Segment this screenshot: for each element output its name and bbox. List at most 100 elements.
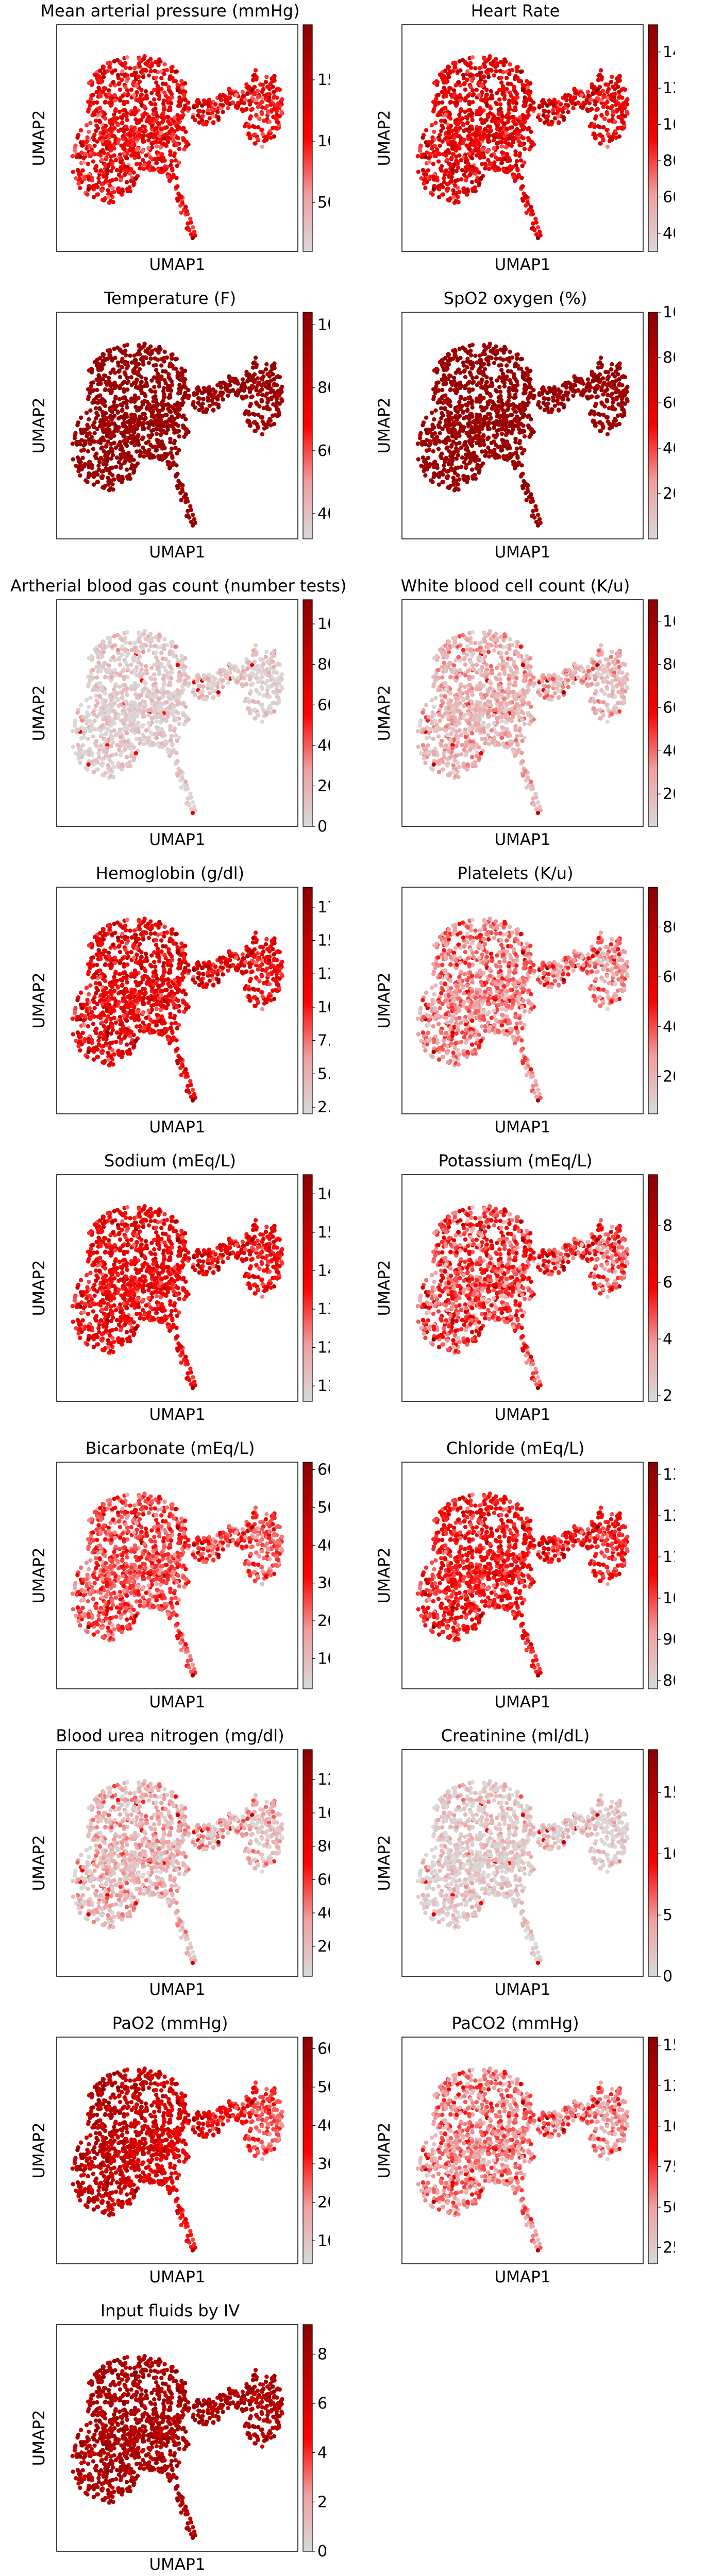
scatter-point (116, 425, 121, 430)
scatter-point (250, 107, 255, 111)
scatter-point (250, 124, 256, 129)
scatter-point (466, 137, 471, 141)
scatter-point (431, 397, 436, 401)
scatter-point (528, 205, 533, 209)
scatter-point (521, 423, 526, 428)
scatter-point (619, 375, 624, 380)
scatter-point (513, 440, 518, 445)
scatter-point (109, 100, 114, 105)
scatter-point (474, 415, 479, 420)
scatter-point (440, 480, 445, 484)
scatter-point (519, 176, 524, 180)
scatter-point (90, 465, 94, 470)
scatter-point (177, 146, 182, 151)
scatter-point (516, 79, 522, 83)
scatter-point (447, 171, 452, 175)
scatter-point (421, 422, 425, 428)
scatter-point (129, 648, 134, 652)
colorbar-tick-label: 40 (317, 505, 330, 523)
scatter-point (186, 100, 191, 105)
scatter-point (524, 498, 529, 502)
scatter-point (430, 422, 435, 428)
scatter-point (518, 357, 523, 362)
scatter-point (486, 75, 491, 79)
scatter-point (101, 418, 106, 423)
scatter-point (211, 114, 215, 118)
scatter-point (221, 391, 225, 395)
scatter-point (252, 90, 257, 95)
scatter-point (502, 93, 507, 98)
scatter-point (596, 97, 601, 101)
scatter-point (94, 118, 98, 123)
scatter-point (141, 362, 146, 367)
scatter-point (551, 389, 556, 394)
scatter-point (95, 413, 100, 418)
scatter-point (456, 473, 460, 478)
scatter-point (112, 146, 116, 151)
scatter-point (92, 137, 97, 142)
scatter-point (70, 442, 75, 446)
scatter-point (620, 400, 625, 405)
scatter-point (89, 366, 94, 371)
scatter-point (522, 103, 527, 108)
scatter-point (140, 148, 145, 153)
scatter-point (453, 143, 459, 148)
scatter-point (129, 88, 134, 92)
scatter-point (277, 375, 282, 380)
scatter-point (260, 432, 265, 437)
scatter-point (610, 84, 615, 89)
scatter-point (276, 408, 281, 412)
scatter-point (492, 448, 497, 452)
scatter-point (444, 168, 449, 173)
scatter-point (509, 431, 514, 436)
scatter-point (114, 168, 120, 173)
scatter-points (70, 629, 284, 816)
scatter-point (497, 88, 502, 92)
scatter-point (429, 410, 434, 415)
scatter-point (275, 95, 279, 100)
scatter-point (614, 135, 618, 140)
scatter-point (248, 136, 253, 141)
scatter-point (458, 406, 463, 412)
scatter-point (527, 147, 532, 151)
scatter-point (446, 197, 450, 202)
scatter-point (471, 379, 476, 384)
scatter-point (482, 57, 487, 61)
scatter-point (141, 421, 146, 426)
scatter-point (101, 352, 106, 357)
scatter-point (125, 100, 130, 105)
scatter-point (103, 380, 108, 385)
scatter-point (601, 105, 606, 109)
scatter-point (149, 378, 154, 383)
scatter-point (156, 350, 161, 355)
scatter-point (437, 471, 442, 476)
scatter-point (157, 421, 162, 426)
scatter-point (529, 427, 534, 432)
scatter-point (100, 426, 105, 431)
scatter-point (520, 127, 525, 132)
scatter-point (126, 92, 131, 97)
scatter-point (480, 83, 484, 89)
scatter-point (126, 142, 131, 147)
scatter-point (112, 433, 116, 438)
scatter-point (491, 116, 495, 122)
scatter-point (113, 406, 117, 412)
scatter-point (468, 452, 473, 456)
scatter-point (581, 100, 586, 105)
scatter-point (114, 464, 119, 469)
scatter-point (119, 431, 124, 435)
scatter-point (507, 72, 512, 76)
scatter-point (119, 444, 123, 448)
scatter-point (593, 136, 598, 141)
scatter-point (453, 128, 459, 133)
scatter-point (535, 402, 541, 407)
scatter-point (162, 98, 166, 103)
scatter-point (162, 62, 167, 67)
scatter-point (109, 169, 113, 174)
scatter-point (264, 137, 268, 142)
scatter-point (99, 135, 104, 140)
scatter-point (96, 176, 101, 181)
scatter-point (96, 180, 102, 184)
scatter-point (521, 404, 526, 409)
scatter-point (530, 499, 535, 504)
